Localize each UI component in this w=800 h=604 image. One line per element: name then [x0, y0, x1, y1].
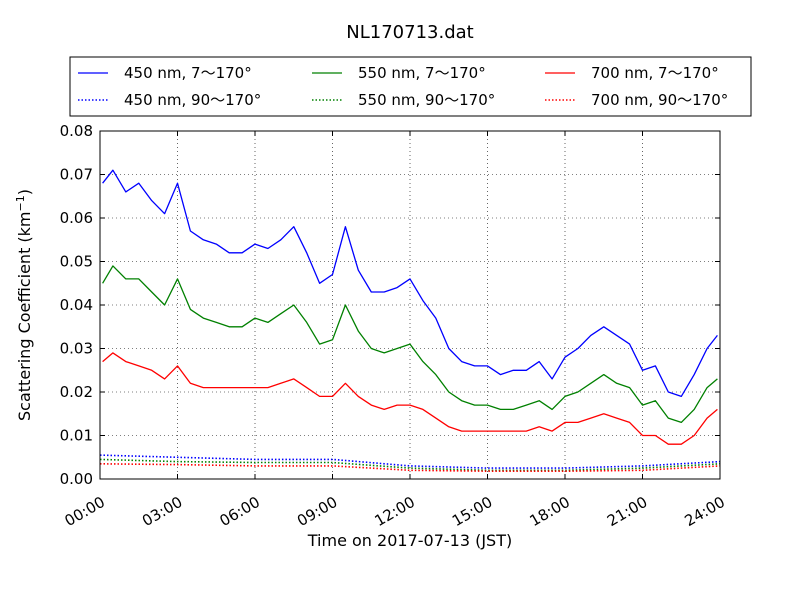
y-axis-label-main: Scattering Coefficient (km: [15, 211, 34, 421]
axis-ticks: [99, 130, 721, 480]
y-tick-label: 0.07: [60, 166, 93, 184]
y-axis-label-close: ): [15, 189, 34, 195]
legend-label: 700 nm, 90～170°: [591, 91, 728, 109]
legend: 450 nm, 7～170° 550 nm, 7～170° 700 nm, 7～17…: [69, 56, 752, 117]
x-tick-label: 18:00: [527, 493, 573, 530]
y-axis-label: Scattering Coefficient (km−1): [14, 189, 34, 421]
legend-label: 700 nm, 7～170°: [591, 64, 719, 82]
series-lines: [99, 169, 721, 473]
y-tick-label: 0.01: [60, 427, 93, 445]
chart-title: NL170713.dat: [346, 22, 473, 43]
gridlines: [99, 130, 721, 480]
y-tick-label: 0.08: [60, 122, 93, 140]
y-tick-label: 0.02: [60, 383, 93, 401]
x-axis-label: Time on 2017-07-13 (JST): [307, 531, 512, 550]
series-line: [99, 454, 721, 469]
legend-items: 450 nm, 7～170° 550 nm, 7～170° 700 nm, 7～17…: [78, 64, 728, 109]
x-tick-label: 09:00: [294, 493, 340, 530]
legend-label: 550 nm, 90～170°: [358, 91, 495, 109]
y-tick-labels: 0.00 0.01 0.02 0.03 0.04 0.05 0.06 0.07 0.08: [60, 122, 93, 488]
x-tick-label: 24:00: [682, 493, 728, 530]
x-tick-label: 21:00: [604, 493, 650, 530]
y-tick-label: 0.03: [60, 340, 93, 358]
legend-box: [69, 56, 752, 117]
y-tick-label: 0.04: [60, 296, 93, 314]
y-tick-label: 0.05: [60, 253, 93, 271]
legend-label: 450 nm, 7～170°: [124, 64, 252, 82]
series-line: [102, 169, 718, 398]
y-tick-label: 0.00: [60, 470, 93, 488]
series-line: [99, 458, 721, 472]
legend-label: 550 nm, 7～170°: [358, 64, 486, 82]
x-tick-label: 00:00: [62, 493, 108, 530]
y-tick-label: 0.06: [60, 209, 93, 227]
x-tick-label: 12:00: [372, 493, 418, 530]
series-line: [102, 352, 718, 445]
x-tick-label: 03:00: [139, 493, 185, 530]
x-tick-labels: 00:00 03:00 06:00 09:00 12:00 15:00 18:00 21:00…: [62, 493, 728, 530]
y-axis-label-sup: −1: [14, 195, 27, 211]
x-tick-label: 15:00: [449, 493, 495, 530]
series-line: [102, 265, 718, 424]
x-tick-label: 06:00: [217, 493, 263, 530]
legend-label: 450 nm, 90～170°: [124, 91, 261, 109]
